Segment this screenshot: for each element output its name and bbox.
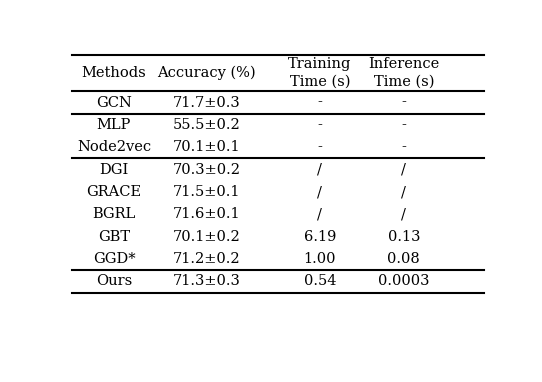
Text: 0.13: 0.13 — [388, 230, 420, 244]
Text: Accuracy (%): Accuracy (%) — [157, 66, 256, 80]
Text: Node2vec: Node2vec — [77, 140, 151, 154]
Text: GBT: GBT — [98, 230, 130, 244]
Text: GCN: GCN — [96, 96, 132, 110]
Text: 70.1±0.2: 70.1±0.2 — [172, 230, 240, 244]
Text: 70.1±0.1: 70.1±0.1 — [172, 140, 240, 154]
Text: 71.3±0.3: 71.3±0.3 — [172, 274, 240, 288]
Text: /: / — [318, 185, 322, 199]
Text: 71.5±0.1: 71.5±0.1 — [172, 185, 240, 199]
Text: 71.2±0.2: 71.2±0.2 — [172, 252, 240, 266]
Text: /: / — [402, 185, 406, 199]
Text: /: / — [402, 207, 406, 222]
Text: -: - — [402, 96, 406, 110]
Text: GRACE: GRACE — [86, 185, 141, 199]
Text: Inference
Time (s): Inference Time (s) — [368, 57, 440, 89]
Text: 6.19: 6.19 — [304, 230, 336, 244]
Text: -: - — [402, 140, 406, 154]
Text: GGD*: GGD* — [93, 252, 136, 266]
Text: 0.0003: 0.0003 — [378, 274, 430, 288]
Text: 55.5±0.2: 55.5±0.2 — [172, 118, 240, 132]
Text: /: / — [318, 163, 322, 176]
Text: -: - — [318, 96, 322, 110]
Text: Ours: Ours — [96, 274, 132, 288]
Text: MLP: MLP — [97, 118, 131, 132]
Text: Methods: Methods — [82, 66, 146, 80]
Text: Training
Time (s): Training Time (s) — [288, 57, 351, 89]
Text: /: / — [318, 207, 322, 222]
Text: -: - — [318, 140, 322, 154]
Text: 71.6±0.1: 71.6±0.1 — [172, 207, 240, 222]
Text: -: - — [318, 118, 322, 132]
Text: 71.7±0.3: 71.7±0.3 — [172, 96, 240, 110]
Text: 70.3±0.2: 70.3±0.2 — [172, 163, 240, 176]
Text: 0.54: 0.54 — [304, 274, 336, 288]
Text: DGI: DGI — [99, 163, 128, 176]
Text: BGRL: BGRL — [92, 207, 136, 222]
Text: /: / — [402, 163, 406, 176]
Text: -: - — [402, 118, 406, 132]
Text: 1.00: 1.00 — [304, 252, 336, 266]
Text: 0.08: 0.08 — [388, 252, 420, 266]
